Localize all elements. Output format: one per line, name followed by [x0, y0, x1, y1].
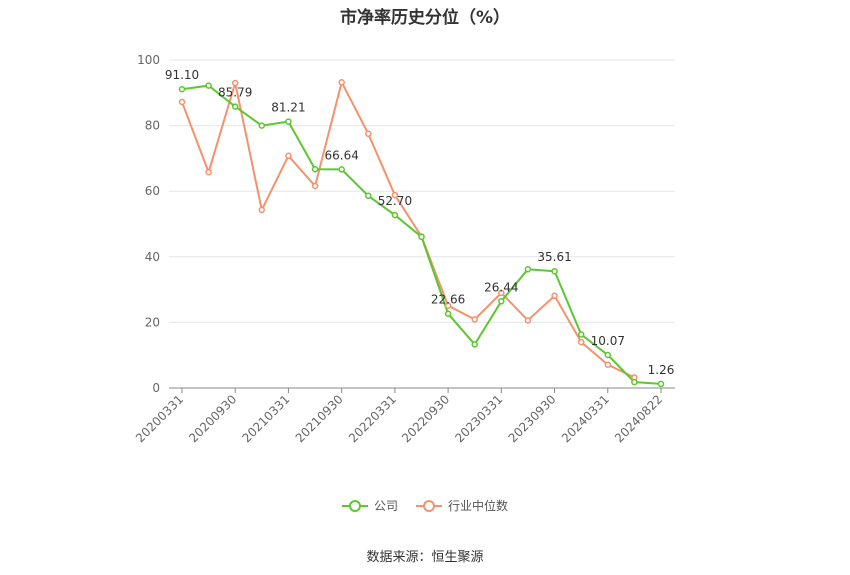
chart-title: 市净率历史分位（%）	[339, 8, 511, 28]
y-tick-label: 20	[145, 315, 160, 329]
x-tick-label: 20220331	[346, 392, 399, 445]
data-point-company[interactable]	[604, 351, 612, 359]
data-point-company[interactable]	[258, 122, 266, 129]
data-point-industry-median[interactable]	[205, 168, 212, 176]
data-point-company[interactable]	[444, 310, 452, 317]
data-point-company[interactable]	[231, 103, 239, 110]
legend-item-industry-median[interactable]: 行业中位数	[416, 497, 508, 514]
data-label: 85.79	[218, 86, 252, 100]
legend-label-industry-median: 行业中位数	[448, 499, 509, 513]
data-label: 91.10	[165, 68, 199, 82]
data-points	[178, 79, 665, 388]
data-point-company[interactable]	[418, 233, 425, 241]
legend-label-company: 公司	[373, 499, 398, 513]
data-point-company[interactable]	[311, 165, 319, 173]
data-point-industry-median[interactable]	[311, 182, 319, 190]
x-tick-label: 20220930	[399, 392, 452, 445]
y-tick-label: 80	[145, 119, 160, 133]
data-point-company[interactable]	[178, 85, 186, 93]
data-point-industry-median[interactable]	[258, 206, 266, 214]
data-label: 10.07	[591, 334, 625, 348]
data-label: 22.66	[431, 293, 465, 307]
data-point-company[interactable]	[577, 331, 585, 338]
data-label: 1.26	[648, 363, 675, 377]
data-point-company[interactable]	[498, 298, 505, 305]
data-label: 66.64	[325, 148, 359, 162]
data-labels: 91.10 85.79 81.21 66.64 52.70 22.66 26.44 35.61…	[165, 68, 675, 377]
data-point-company[interactable]	[657, 380, 665, 388]
data-point-industry-median[interactable]	[444, 302, 452, 309]
x-tick-label: 20210331	[239, 392, 292, 445]
x-tick-label: 20240822	[612, 392, 665, 445]
y-tick-label: 60	[145, 184, 160, 198]
y-tick-label: 0	[152, 381, 160, 395]
data-point-industry-median[interactable]	[524, 317, 532, 324]
data-point-industry-median[interactable]	[391, 191, 399, 199]
data-point-company[interactable]	[365, 192, 372, 200]
data-point-company[interactable]	[205, 82, 212, 89]
data-point-industry-median[interactable]	[471, 316, 478, 323]
data-label: 52.70	[378, 194, 412, 208]
data-point-company[interactable]	[631, 378, 638, 386]
data-label: 35.61	[537, 250, 571, 264]
x-tick-label: 20200331	[133, 392, 186, 445]
data-point-company[interactable]	[391, 211, 399, 219]
data-point-company[interactable]	[551, 267, 558, 275]
y-tick-label: 40	[145, 250, 160, 264]
data-point-industry-median[interactable]	[178, 98, 186, 106]
data-point-company[interactable]	[338, 166, 345, 173]
x-tick-label: 20200930	[186, 392, 239, 445]
x-tick-label: 20230331	[452, 392, 505, 445]
x-tick-label: 20210930	[293, 392, 346, 445]
data-label: 26.44	[484, 280, 518, 294]
series-lines	[181, 79, 662, 385]
y-tick-label: 100	[137, 53, 160, 67]
data-point-industry-median[interactable]	[551, 292, 558, 300]
data-label: 81.21	[271, 101, 305, 115]
data-point-company[interactable]	[285, 118, 292, 125]
legend-marker-industry-median	[416, 499, 442, 512]
data-point-industry-median[interactable]	[231, 79, 239, 87]
legend-marker-company	[341, 499, 368, 512]
data-point-company[interactable]	[524, 266, 532, 273]
data-point-industry-median[interactable]	[604, 361, 612, 368]
x-tick-label: 20230930	[506, 392, 559, 445]
data-point-industry-median[interactable]	[285, 152, 292, 160]
series-line-industry-median	[181, 79, 635, 379]
data-point-industry-median[interactable]	[365, 130, 372, 138]
source-note: 数据来源：恒生聚源	[366, 550, 484, 565]
grid-lines	[169, 59, 675, 323]
data-point-industry-median[interactable]	[338, 79, 345, 86]
x-tick-label: 20240331	[559, 392, 612, 445]
data-point-industry-median[interactable]	[498, 289, 505, 297]
data-point-company[interactable]	[471, 341, 478, 348]
legend-item-company[interactable]: 公司	[341, 497, 398, 514]
data-point-industry-median[interactable]	[577, 338, 585, 346]
legend: 公司 行业中位数	[0, 497, 850, 514]
axes: 0 20 40 60 80 100 20200331 20200930 20210331 2021…	[133, 53, 675, 445]
